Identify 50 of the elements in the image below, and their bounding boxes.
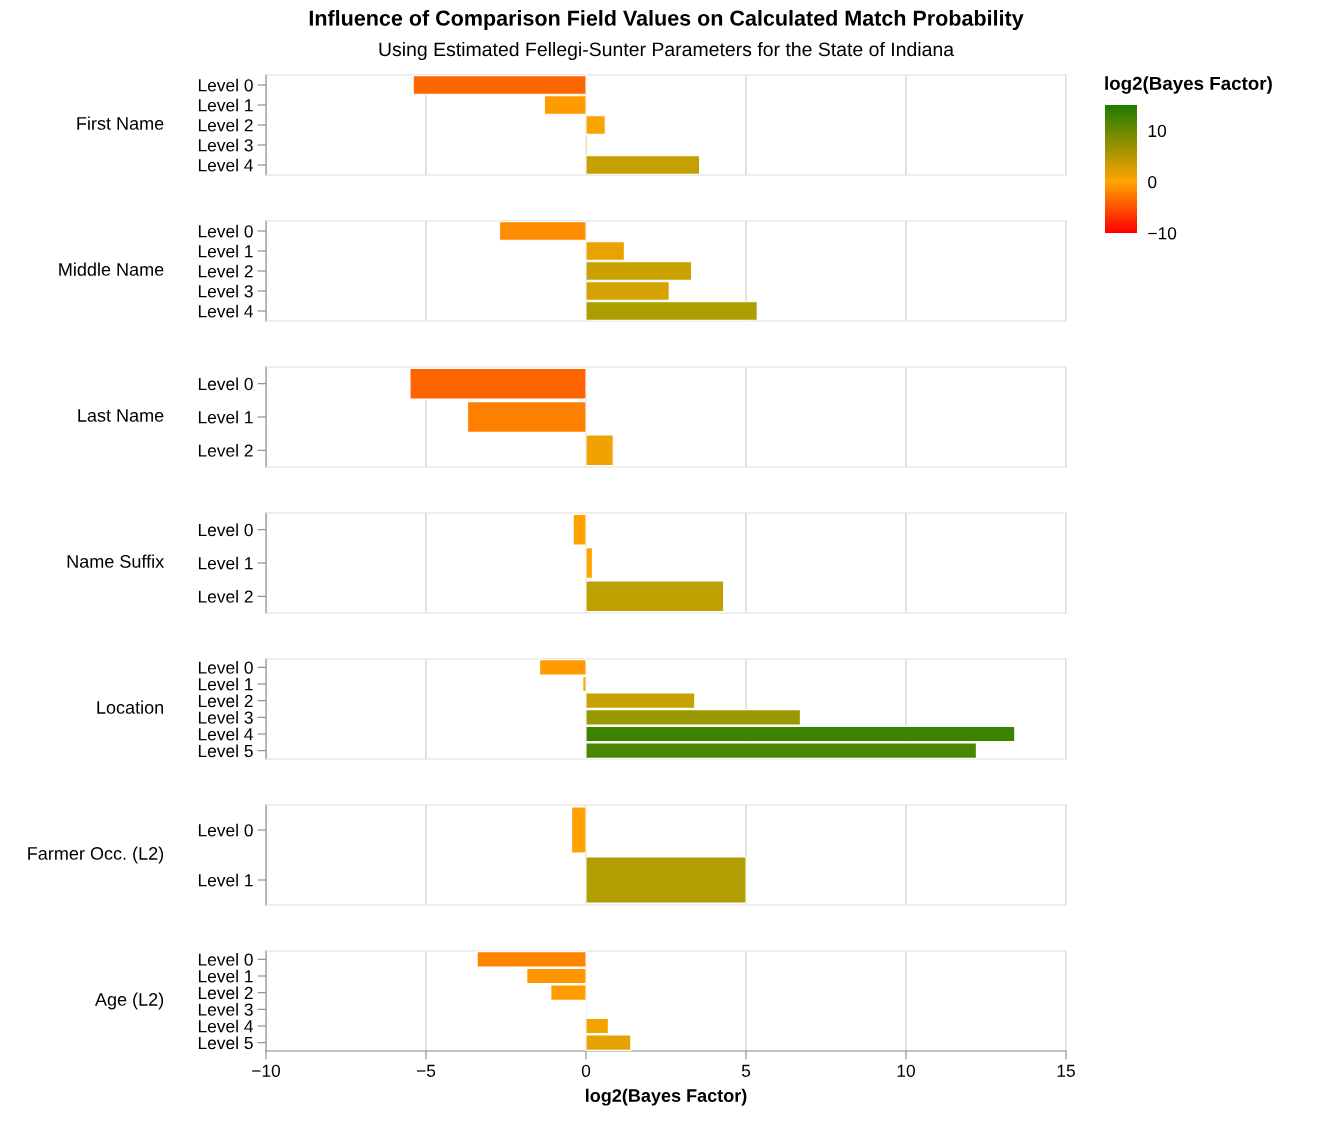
y-tick-label: Level 2 xyxy=(198,590,253,603)
y-tick-label: Level 3 xyxy=(198,1003,253,1016)
color-bar-title: log2(Bayes Factor) xyxy=(1105,76,1272,94)
y-tick-label: Level 4 xyxy=(198,304,253,318)
y-tick-label: Level 0 xyxy=(198,224,253,238)
y-tick-label: Level 0 xyxy=(198,661,253,674)
y-tick-label: Level 5 xyxy=(198,744,253,758)
x-tick-label: 5 xyxy=(741,1064,751,1077)
y-tick-label: Level 3 xyxy=(198,138,253,152)
y-tick-label: Level 1 xyxy=(198,969,253,983)
y-axis-title: Middle Name xyxy=(59,262,164,276)
y-tick-label: Level 0 xyxy=(198,823,253,837)
y-tick-label: Level 0 xyxy=(198,523,253,537)
x-tick-label: 15 xyxy=(1057,1064,1075,1077)
y-axis-title: Location xyxy=(97,700,164,714)
y-tick-label: Level 0 xyxy=(198,78,253,92)
y-tick-label: Level 2 xyxy=(198,986,253,1000)
x-tick-label: 0 xyxy=(581,1064,591,1077)
y-axis-title: Farmer Occ. (L2) xyxy=(28,846,164,864)
x-tick-label: −10 xyxy=(252,1064,281,1077)
y-tick-label: Level 0 xyxy=(198,377,253,391)
chart-title: Influence of Comparison Field Values on Calculated Match Probability xyxy=(309,9,1024,31)
y-tick-label: Level 1 xyxy=(198,873,253,887)
chart-subtitle: Using Estimated Fellegi-Sunter Parameters for the State of Indiana xyxy=(379,41,955,61)
y-tick-label: Level 1 xyxy=(198,410,253,424)
y-tick-label: Level 2 xyxy=(198,118,253,132)
y-tick-label: Level 0 xyxy=(198,953,253,966)
y-tick-label: Level 4 xyxy=(198,727,253,741)
y-tick-label: Level 3 xyxy=(198,284,253,298)
y-tick-label: Level 2 xyxy=(198,264,253,278)
y-axis-title: First Name xyxy=(77,116,164,130)
color-bar-label: −10 xyxy=(1148,227,1177,240)
x-axis-title: log2(Bayes Factor) xyxy=(586,1088,747,1106)
y-axis-title: Age (L2) xyxy=(94,992,164,1010)
y-tick-label: Level 1 xyxy=(198,244,253,258)
x-tick-label: −5 xyxy=(416,1064,436,1077)
y-axis-title: Last Name xyxy=(78,409,164,422)
y-tick-label: Level 1 xyxy=(198,677,253,691)
x-tick-label: 10 xyxy=(897,1064,915,1077)
y-tick-label: Level 5 xyxy=(198,1036,253,1050)
y-tick-label: Level 2 xyxy=(198,694,253,708)
y-tick-label: Level 4 xyxy=(198,1019,253,1033)
y-tick-label: Level 1 xyxy=(198,556,253,570)
y-axis-title: Name Suffix xyxy=(67,554,164,568)
color-bar-label: 0 xyxy=(1148,175,1157,189)
y-tick-label: Level 1 xyxy=(198,98,253,112)
y-tick-label: Level 2 xyxy=(198,444,253,457)
y-tick-label: Level 3 xyxy=(198,711,253,724)
y-tick-label: Level 4 xyxy=(198,158,253,172)
color-bar-label: 10 xyxy=(1148,124,1167,138)
